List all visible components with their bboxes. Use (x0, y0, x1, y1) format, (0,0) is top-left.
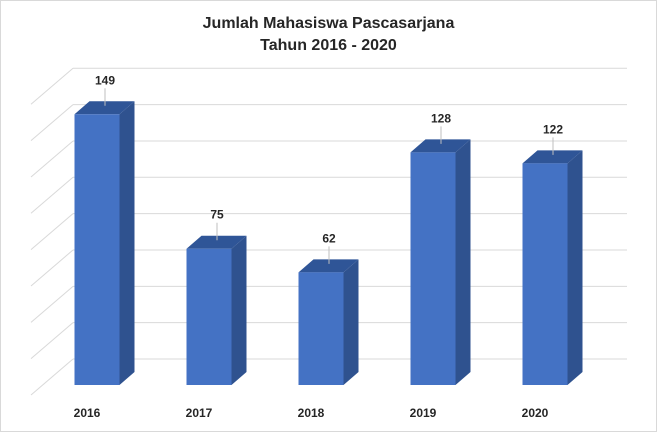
gridline-side (30, 213, 74, 251)
bar (298, 272, 344, 385)
data-label: 75 (210, 208, 224, 222)
x-tick-label: 2019 (410, 406, 437, 420)
bar-top (410, 139, 471, 153)
x-tick-label: 2016 (74, 406, 101, 420)
bar (410, 152, 456, 385)
x-tick-label: 2020 (522, 406, 549, 420)
bar-side (231, 235, 247, 385)
gridline-side (30, 104, 74, 141)
gridline-side (30, 285, 74, 323)
bar-top (186, 235, 247, 249)
bar (522, 163, 568, 385)
bar-side (343, 259, 359, 385)
bar (186, 248, 232, 385)
bar-side (455, 139, 471, 385)
data-label: 122 (543, 122, 563, 136)
bar-top (298, 259, 359, 273)
chart-title-line-1: Jumlah Mahasiswa Pascasarjana (202, 15, 455, 32)
chart-title: Jumlah Mahasiswa Pascasarjana Tahun 2016… (1, 13, 656, 57)
gridline-side (30, 322, 74, 360)
gridline-side (30, 176, 74, 214)
chart-title-line-2: Tahun 2016 - 2020 (260, 37, 397, 54)
bar (74, 114, 120, 385)
gridline-side (30, 140, 74, 178)
x-tick-label: 2018 (298, 406, 325, 420)
bar-side (567, 150, 583, 385)
data-label: 62 (322, 231, 336, 245)
x-tick-label: 2017 (186, 406, 213, 420)
bar-side (119, 101, 135, 385)
data-label: 149 (95, 73, 115, 87)
bar-top (522, 150, 583, 164)
gridline-side (30, 358, 74, 396)
gridline-side (30, 67, 74, 105)
gridline-side (30, 249, 74, 287)
data-label: 128 (431, 111, 451, 125)
bar-top (74, 101, 135, 115)
